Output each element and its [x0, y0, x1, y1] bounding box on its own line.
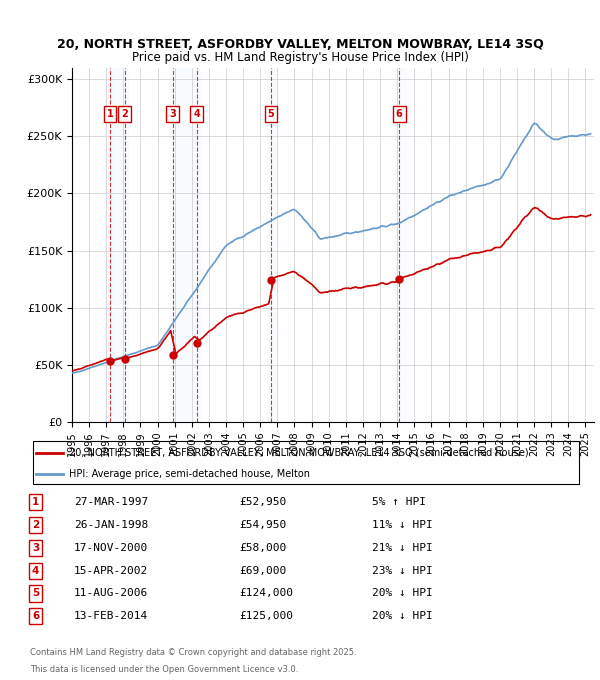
- Text: 2: 2: [121, 109, 128, 118]
- Text: 13-FEB-2014: 13-FEB-2014: [74, 611, 148, 622]
- Bar: [106, 68, 128, 422]
- Text: HPI: Average price, semi-detached house, Melton: HPI: Average price, semi-detached house,…: [68, 469, 310, 479]
- Text: 20, NORTH STREET, ASFORDBY VALLEY, MELTON MOWBRAY, LE14 3SQ: 20, NORTH STREET, ASFORDBY VALLEY, MELTO…: [56, 37, 544, 51]
- Text: £58,000: £58,000: [240, 543, 287, 553]
- Text: 5: 5: [268, 109, 274, 118]
- Text: 3: 3: [32, 543, 39, 553]
- Text: 20% ↓ HPI: 20% ↓ HPI: [372, 588, 433, 598]
- Text: £69,000: £69,000: [240, 566, 287, 576]
- Text: 1: 1: [107, 109, 113, 118]
- Text: 27-MAR-1997: 27-MAR-1997: [74, 497, 148, 507]
- Text: This data is licensed under the Open Government Licence v3.0.: This data is licensed under the Open Gov…: [30, 665, 298, 675]
- Text: 21% ↓ HPI: 21% ↓ HPI: [372, 543, 433, 553]
- Text: £125,000: £125,000: [240, 611, 294, 622]
- Bar: [395, 68, 406, 422]
- Text: £124,000: £124,000: [240, 588, 294, 598]
- Text: 17-NOV-2000: 17-NOV-2000: [74, 543, 148, 553]
- Text: 11% ↓ HPI: 11% ↓ HPI: [372, 520, 433, 530]
- Text: 26-JAN-1998: 26-JAN-1998: [74, 520, 148, 530]
- Text: 5: 5: [32, 588, 39, 598]
- Text: Contains HM Land Registry data © Crown copyright and database right 2025.: Contains HM Land Registry data © Crown c…: [30, 648, 356, 658]
- Text: 23% ↓ HPI: 23% ↓ HPI: [372, 566, 433, 576]
- Text: 4: 4: [193, 109, 200, 118]
- Text: 11-AUG-2006: 11-AUG-2006: [74, 588, 148, 598]
- Text: Price paid vs. HM Land Registry's House Price Index (HPI): Price paid vs. HM Land Registry's House …: [131, 51, 469, 65]
- Text: 15-APR-2002: 15-APR-2002: [74, 566, 148, 576]
- Text: 1: 1: [32, 497, 39, 507]
- Text: 3: 3: [169, 109, 176, 118]
- Text: 20, NORTH STREET, ASFORDBY VALLEY, MELTON MOWBRAY, LE14 3SQ (semi-detached house: 20, NORTH STREET, ASFORDBY VALLEY, MELTO…: [68, 448, 528, 458]
- Bar: [267, 68, 277, 422]
- Bar: [170, 68, 200, 422]
- Text: 5% ↑ HPI: 5% ↑ HPI: [372, 497, 426, 507]
- Text: 6: 6: [32, 611, 39, 622]
- Text: 6: 6: [396, 109, 403, 118]
- Text: 2: 2: [32, 520, 39, 530]
- Text: £54,950: £54,950: [240, 520, 287, 530]
- Text: £52,950: £52,950: [240, 497, 287, 507]
- Text: 4: 4: [32, 566, 39, 576]
- Text: 20% ↓ HPI: 20% ↓ HPI: [372, 611, 433, 622]
